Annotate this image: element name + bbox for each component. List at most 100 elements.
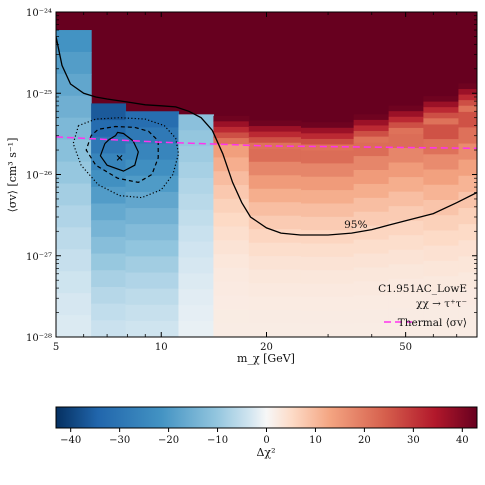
heatmap-cell [91, 286, 127, 305]
heatmap-cell [423, 107, 460, 114]
heatmap-cell [125, 288, 180, 306]
colorbar [55, 406, 478, 429]
heatmap-cell [56, 73, 92, 97]
heatmap-cell [423, 184, 460, 201]
colorbar-tick-label: 20 [358, 435, 371, 446]
heatmap-cell [213, 309, 250, 324]
x-axis: 5 10 20 50 [53, 12, 458, 353]
heatmap-cell [300, 122, 355, 129]
heatmap-cell [248, 269, 302, 284]
heatmap-cell [388, 249, 424, 265]
heatmap-cell [248, 137, 302, 144]
heatmap-cell [56, 205, 92, 228]
heatmap-cell [388, 116, 424, 123]
colorbar-tick-label: −30 [109, 435, 130, 446]
heatmap-cell [458, 304, 477, 322]
y-tick-label: 10⁻²⁸ [26, 333, 52, 344]
y-tick-label: 10⁻²⁷ [26, 252, 52, 263]
colorbar-tick-label: −40 [60, 435, 81, 446]
contour-dotted [72, 117, 180, 199]
heatmap-cell [125, 240, 180, 257]
heatmap-cell [125, 272, 180, 290]
heatmap-cell [388, 127, 424, 135]
heatmap-cell [248, 148, 302, 163]
thermal-line [56, 136, 477, 150]
heatmap-cell [213, 185, 250, 200]
heatmap-cell [56, 183, 92, 207]
heatmap-cell [125, 143, 180, 161]
heatmap-cell [423, 139, 460, 155]
heatmap-cell [423, 260, 460, 277]
heatmap-cell [125, 159, 180, 177]
heatmap-cell [388, 147, 424, 164]
heatmap-cell [423, 199, 460, 216]
heatmap-cell [423, 215, 460, 232]
heatmap-cell [388, 111, 424, 118]
heatmap-cell [213, 198, 250, 214]
heatmap-cell [213, 295, 250, 310]
contour-solid [99, 131, 139, 172]
heatmap-cell [458, 89, 477, 96]
heatmap-cell [91, 320, 127, 337]
heatmap-cell [56, 30, 92, 53]
heatmap-cell [125, 127, 180, 145]
heatmap-cell [300, 176, 355, 191]
heatmap-cell [423, 291, 460, 308]
heatmap-cell [213, 323, 250, 337]
heatmap-cell [91, 203, 127, 221]
heatmap-cell [300, 283, 355, 298]
heatmap-cell [458, 83, 477, 90]
heatmap-cell [353, 239, 390, 255]
heatmap-cell [423, 245, 460, 262]
heatmap-cell [91, 136, 127, 155]
heatmap-cell [353, 281, 390, 296]
heatmap-cell [56, 139, 92, 163]
heatmap-cell [248, 229, 302, 244]
heatmap-cell [125, 320, 180, 337]
heatmap-cell [178, 130, 215, 147]
colorbar-ticks: −40 −30 −20 −10 0 10 20 30 40 [60, 428, 469, 446]
heatmap-cell [248, 283, 302, 298]
heatmap-cell [353, 225, 390, 241]
heatmap-cell [423, 230, 460, 247]
heatmap-cell [300, 216, 355, 231]
heatmap-cell [353, 142, 390, 157]
heatmap-cell [248, 296, 302, 311]
heatmap-cell [248, 323, 302, 337]
heatmap-cell [56, 271, 92, 294]
heatmap-cell [91, 153, 127, 171]
heatmap [56, 12, 477, 337]
heatmap-cell [178, 114, 215, 131]
heatmap-cell [91, 103, 127, 121]
heatmap-cell [91, 253, 127, 271]
heatmap-cell [353, 131, 390, 138]
heatmap-cell [125, 175, 180, 193]
x-axis-label: m_χ [GeV] [237, 352, 295, 365]
heatmap-cell [248, 256, 302, 271]
heatmap-cell [178, 273, 215, 290]
heatmap-cell [458, 208, 477, 225]
heatmap-cell [248, 161, 302, 176]
colorbar-tick-label: 0 [263, 435, 269, 446]
heatmap-cell [213, 240, 250, 255]
heatmap-cell [388, 177, 424, 193]
heatmap-cell [248, 242, 302, 257]
heatmap-cell [300, 256, 355, 271]
heatmap-cell [458, 240, 477, 257]
heatmap-cell [300, 270, 355, 285]
heatmap-cell [178, 321, 215, 337]
heatmap-cell [213, 254, 250, 269]
heatmap-cell [388, 264, 424, 280]
heatmap-cell [178, 146, 215, 163]
heatmap-cell [56, 117, 92, 141]
heatmap-cell [248, 131, 302, 138]
heatmap-cell [300, 127, 355, 134]
heatmap-cell [353, 267, 390, 282]
heatmap-cell [458, 320, 477, 337]
heatmap-cell [178, 177, 215, 195]
heatmap-cell [423, 306, 460, 323]
heatmap-cell [458, 143, 477, 161]
y-tick-label: 10⁻²⁴ [26, 8, 52, 19]
heatmap-cell [353, 323, 390, 337]
heatmap-cell [388, 162, 424, 178]
